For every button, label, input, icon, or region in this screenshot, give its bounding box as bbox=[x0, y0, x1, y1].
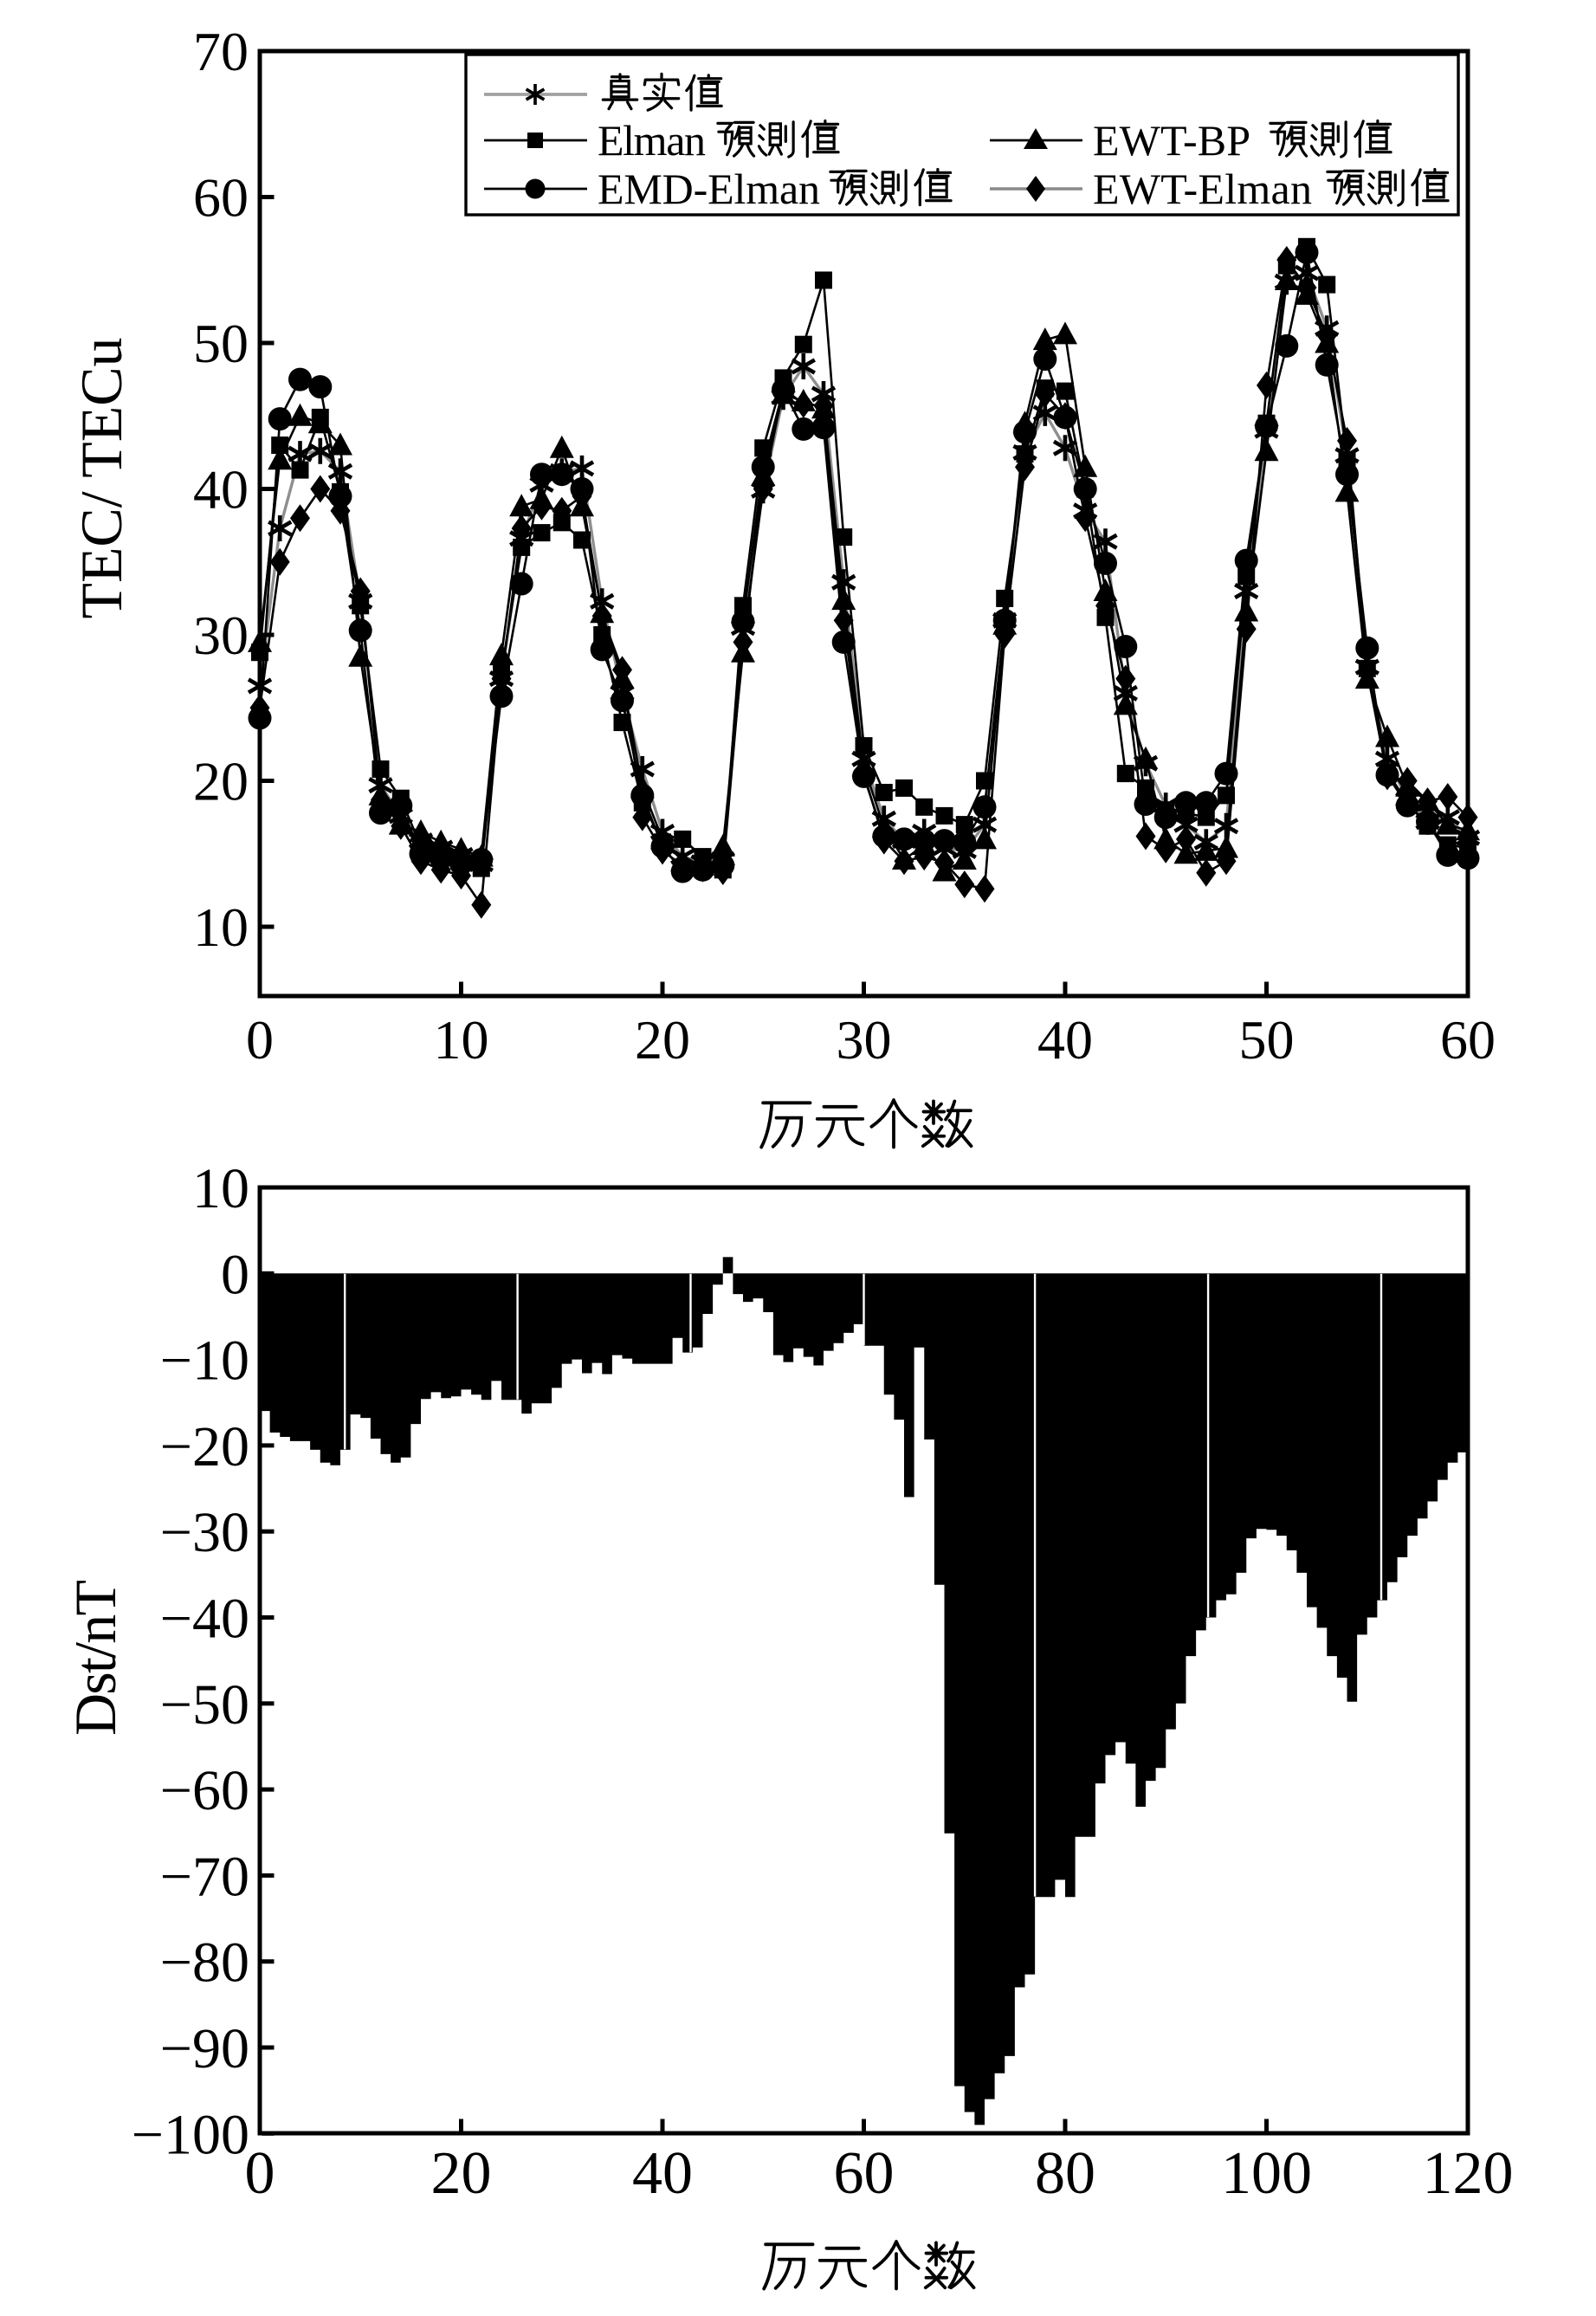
svg-text:40: 40 bbox=[1037, 1009, 1093, 1071]
svg-text:10: 10 bbox=[193, 896, 249, 958]
svg-text:−100: −100 bbox=[132, 2103, 249, 2166]
svg-text:60: 60 bbox=[834, 2140, 895, 2207]
svg-text:70: 70 bbox=[193, 21, 249, 82]
svg-text:−80: −80 bbox=[160, 1931, 249, 1995]
svg-text:−60: −60 bbox=[160, 1759, 249, 1822]
svg-text:60: 60 bbox=[193, 167, 249, 229]
svg-text:EWT-BP: EWT-BP bbox=[1093, 116, 1250, 165]
svg-text:Elman: Elman bbox=[598, 116, 706, 165]
svg-text:50: 50 bbox=[193, 313, 249, 374]
svg-text:10: 10 bbox=[434, 1009, 489, 1071]
svg-text:100: 100 bbox=[1221, 2140, 1312, 2207]
svg-text:40: 40 bbox=[632, 2140, 693, 2207]
svg-text:EMD-Elman: EMD-Elman bbox=[598, 165, 820, 213]
svg-text:EWT-Elman: EWT-Elman bbox=[1093, 165, 1312, 213]
svg-text:50: 50 bbox=[1239, 1009, 1295, 1071]
svg-text:−50: −50 bbox=[160, 1673, 249, 1737]
svg-text:−40: −40 bbox=[160, 1588, 249, 1651]
svg-text:0: 0 bbox=[221, 1243, 249, 1306]
svg-text:40: 40 bbox=[193, 459, 249, 521]
svg-text:−70: −70 bbox=[160, 1845, 249, 1908]
svg-text:20: 20 bbox=[193, 751, 249, 812]
svg-text:30: 30 bbox=[193, 605, 249, 666]
svg-text:20: 20 bbox=[431, 2140, 492, 2207]
svg-text:−10: −10 bbox=[160, 1329, 249, 1393]
svg-text:0: 0 bbox=[245, 2140, 275, 2207]
svg-text:20: 20 bbox=[635, 1009, 690, 1071]
svg-text:0: 0 bbox=[246, 1009, 274, 1071]
svg-text:TEC/ TECu: TEC/ TECu bbox=[68, 338, 134, 619]
svg-text:80: 80 bbox=[1035, 2140, 1095, 2207]
svg-text:120: 120 bbox=[1423, 2140, 1514, 2207]
svg-text:30: 30 bbox=[837, 1009, 892, 1071]
svg-text:60: 60 bbox=[1440, 1009, 1496, 1071]
svg-text:Dst/nT: Dst/nT bbox=[62, 1580, 128, 1736]
svg-text:−90: −90 bbox=[160, 2017, 249, 2080]
svg-text:−20: −20 bbox=[160, 1415, 249, 1478]
svg-text:10: 10 bbox=[192, 1157, 249, 1220]
svg-text:−30: −30 bbox=[160, 1501, 249, 1564]
